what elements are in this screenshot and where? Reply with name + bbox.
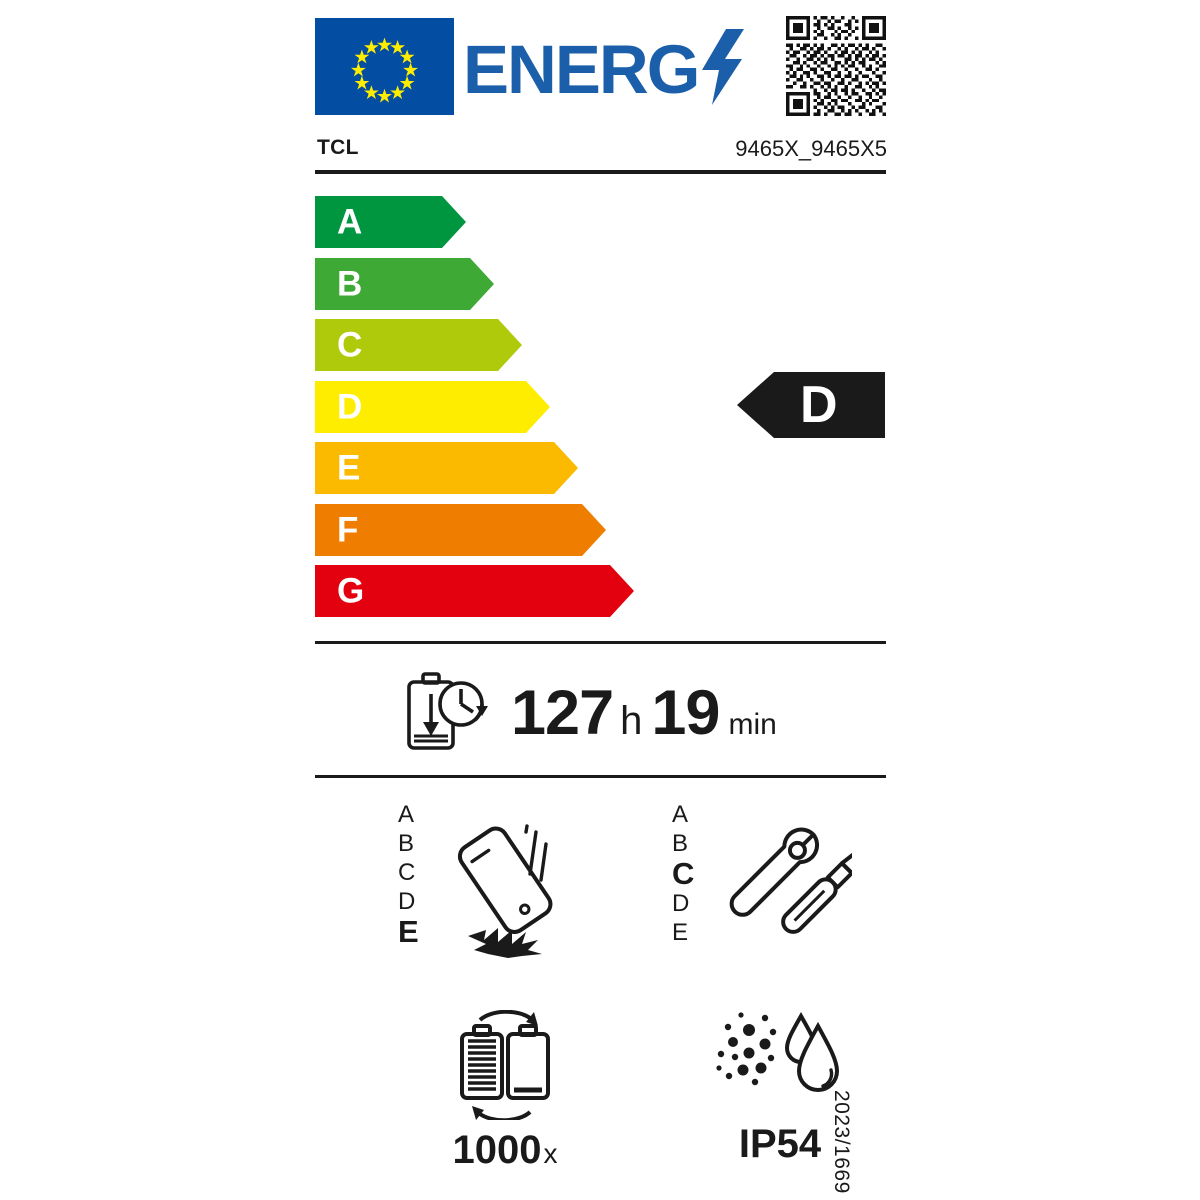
battery-cycles-suffix: x xyxy=(543,1138,558,1169)
drop-resistance-grade-d: D xyxy=(398,888,416,915)
divider-above-battery-life xyxy=(315,641,886,644)
energy-class-letter-g: G xyxy=(337,571,365,611)
brand-name: TCL xyxy=(317,136,359,159)
brand-divider xyxy=(315,170,886,174)
drop-resistance-grade-a: A xyxy=(398,801,415,828)
energy-class-bar-c: C xyxy=(315,319,522,371)
brand-model-row: TCL 9465X_9465X5 xyxy=(315,136,887,172)
energy-class-bar-a: A xyxy=(315,196,466,248)
battery-life-hours: 127 xyxy=(511,677,614,748)
energy-class-letter-f: F xyxy=(337,510,359,549)
energy-class-letter-e: E xyxy=(337,448,361,488)
drop-resistance-grade-c: C xyxy=(398,859,416,886)
energy-class-bar-e: E xyxy=(315,442,578,494)
battery-life-minutes-unit: min xyxy=(728,707,777,741)
repairability-grade-b: B xyxy=(672,830,689,857)
lightning-bolt-icon xyxy=(700,28,746,110)
rating-letter: D xyxy=(800,376,838,434)
repairability-grade-d: D xyxy=(672,890,690,917)
battery-cycles-value: 1000 x xyxy=(453,1130,558,1170)
battery-cycles-number: 1000 xyxy=(452,1128,542,1172)
energ-wordmark: ENERG xyxy=(463,28,746,108)
energy-class-letter-b: B xyxy=(337,264,363,303)
qr-code xyxy=(786,16,886,116)
label-header: ENERG xyxy=(315,16,887,120)
dust-water-icon xyxy=(715,1010,845,1114)
ingress-protection-value: IP54 xyxy=(738,1122,822,1166)
energy-class-bar-f: F xyxy=(315,503,606,556)
energy-class-letter-c: C xyxy=(337,325,363,365)
battery-clock-icon xyxy=(405,670,491,757)
battery-life-value: 127 h 19 min xyxy=(511,677,777,748)
wrench-screwdriver-icon xyxy=(712,818,852,958)
eu-flag-icon xyxy=(315,18,454,115)
battery-life-row: 127 h 19 min xyxy=(405,670,777,757)
ingress-protection-cell: IP54 xyxy=(665,1010,895,1164)
energ-text: ENERG xyxy=(463,30,700,108)
battery-cycle-icon xyxy=(446,1010,564,1120)
drop-resistance-grade-e: E xyxy=(398,914,419,949)
energy-class-bar-b: B xyxy=(315,257,494,310)
regulation-reference: 2023/1669 xyxy=(830,1090,853,1194)
battery-life-minutes: 19 xyxy=(651,677,720,748)
energy-class-letter-d: D xyxy=(337,387,363,426)
rating-arrow: D xyxy=(737,372,885,438)
energy-class-bar-g: G xyxy=(315,565,634,617)
model-name: 9465X_9465X5 xyxy=(735,136,887,161)
energy-class-letter-a: A xyxy=(337,202,363,242)
battery-cycles-cell: 1000 x xyxy=(390,1010,620,1170)
repairability-grade-e: E xyxy=(672,919,689,946)
repairability-grade-c: C xyxy=(672,856,695,891)
falling-phone-icon xyxy=(438,818,578,958)
drop-resistance-grade-b: B xyxy=(398,830,415,857)
divider-below-battery-life xyxy=(315,775,886,778)
battery-life-hours-unit: h xyxy=(620,698,643,743)
repairability-grade-a: A xyxy=(672,801,689,828)
energy-class-bar-d: D xyxy=(315,380,550,433)
